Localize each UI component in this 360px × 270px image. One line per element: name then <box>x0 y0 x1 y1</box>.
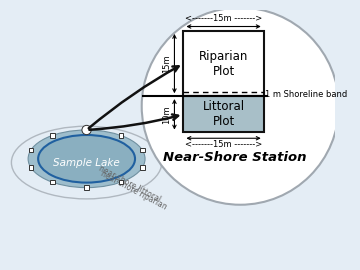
Bar <box>119 180 123 184</box>
Bar <box>50 133 54 138</box>
Text: <-------15m ------->: <-------15m -------> <box>185 140 262 149</box>
Bar <box>140 166 144 170</box>
Bar <box>84 185 89 190</box>
Bar <box>84 128 89 132</box>
Bar <box>184 31 264 96</box>
Circle shape <box>82 125 91 135</box>
Text: <-------15m ------->: <-------15m -------> <box>185 14 262 23</box>
Ellipse shape <box>38 135 135 183</box>
Bar <box>140 148 144 152</box>
Bar <box>29 148 33 152</box>
Bar <box>119 133 123 138</box>
Text: 10m: 10m <box>162 105 171 124</box>
Bar <box>184 96 264 133</box>
Text: Sample Lake: Sample Lake <box>53 158 120 168</box>
Text: 1 m Shoreline band: 1 m Shoreline band <box>265 90 347 99</box>
Text: near-shore riparian: near-shore riparian <box>99 169 168 211</box>
Bar <box>50 180 54 184</box>
Ellipse shape <box>28 130 145 188</box>
Circle shape <box>142 8 339 205</box>
Text: near-shore littoral: near-shore littoral <box>98 164 163 204</box>
Text: Near-Shore Station: Near-Shore Station <box>163 151 307 164</box>
Bar <box>29 166 33 170</box>
Text: Littoral
Plot: Littoral Plot <box>202 100 244 128</box>
Text: Riparian
Plot: Riparian Plot <box>199 50 248 77</box>
Text: 15m: 15m <box>162 54 171 73</box>
